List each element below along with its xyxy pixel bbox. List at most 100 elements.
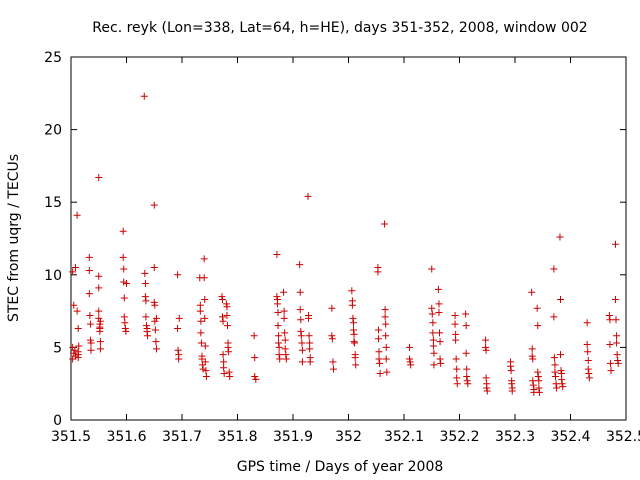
data-point <box>86 320 94 328</box>
data-point <box>350 338 358 346</box>
data-point <box>375 348 383 356</box>
data-point <box>559 383 567 391</box>
data-point <box>151 301 159 309</box>
data-point <box>224 322 232 330</box>
data-point <box>482 374 490 382</box>
data-point <box>552 380 560 388</box>
data-point <box>429 342 437 350</box>
data-point <box>382 343 390 351</box>
data-point <box>584 365 592 373</box>
data-point <box>583 340 591 348</box>
data-point <box>275 332 283 340</box>
data-point <box>122 327 130 335</box>
data-point <box>151 326 159 334</box>
data-point <box>376 359 384 367</box>
data-point <box>528 288 536 296</box>
data-point <box>452 336 460 344</box>
data-point <box>557 367 565 375</box>
data-point <box>86 311 94 319</box>
data-point <box>141 280 149 288</box>
data-point <box>96 345 104 353</box>
data-point <box>557 295 565 303</box>
data-point <box>275 351 283 359</box>
data-point <box>351 354 359 362</box>
data-point <box>280 288 288 296</box>
data-point <box>144 332 152 340</box>
data-point <box>95 174 103 182</box>
data-point <box>305 332 313 340</box>
data-point <box>376 370 384 378</box>
data-point <box>534 368 542 376</box>
data-point <box>330 365 338 373</box>
y-axis-label: STEC from uqrg / TECUs <box>6 154 22 322</box>
data-points <box>69 92 622 396</box>
data-point <box>328 332 336 340</box>
data-point <box>508 380 516 388</box>
data-point <box>202 372 210 380</box>
data-point <box>120 294 128 302</box>
data-point <box>174 346 182 354</box>
x-tick-label: 352.1 <box>384 429 424 445</box>
data-point <box>281 345 289 353</box>
data-point <box>71 264 79 272</box>
data-point <box>463 372 471 380</box>
data-point <box>507 362 515 370</box>
data-point <box>200 274 208 282</box>
data-point <box>584 348 592 356</box>
data-point <box>428 304 436 312</box>
data-point <box>119 253 127 261</box>
data-point <box>464 380 472 388</box>
data-point <box>482 343 490 351</box>
data-point <box>453 365 461 373</box>
data-point <box>281 336 289 344</box>
data-point <box>87 346 95 354</box>
data-point <box>96 338 104 346</box>
data-point <box>551 368 559 376</box>
data-point <box>219 313 227 321</box>
data-point <box>296 306 304 314</box>
data-point <box>552 372 560 380</box>
data-point <box>429 329 437 337</box>
data-point <box>462 310 470 318</box>
data-point <box>196 307 204 315</box>
data-point <box>71 346 79 354</box>
data-point <box>119 227 127 235</box>
data-point <box>252 375 260 383</box>
data-point <box>201 295 209 303</box>
data-point <box>297 327 305 335</box>
y-tick-label: 25 <box>44 50 62 66</box>
data-point <box>585 374 593 382</box>
data-point <box>275 339 283 347</box>
data-point <box>508 387 516 395</box>
y-tick-label: 10 <box>44 268 62 284</box>
data-point <box>550 265 558 273</box>
data-point <box>375 355 383 363</box>
data-point <box>550 313 558 321</box>
data-point <box>251 354 259 362</box>
data-point <box>224 343 232 351</box>
data-point <box>483 387 491 395</box>
data-point <box>151 317 159 325</box>
data-point <box>95 284 103 292</box>
data-point <box>75 342 83 350</box>
data-point <box>197 317 205 325</box>
x-tick-label: 352.4 <box>550 429 590 445</box>
data-point <box>225 368 233 376</box>
data-point <box>175 355 183 363</box>
data-point <box>120 265 128 273</box>
data-point <box>142 297 150 305</box>
y-tick-label: 20 <box>44 123 62 139</box>
data-point <box>175 314 183 322</box>
data-point <box>150 201 158 209</box>
data-point <box>223 303 231 311</box>
data-point <box>121 325 129 333</box>
x-tick-label: 352.3 <box>495 429 535 445</box>
data-point <box>328 304 336 312</box>
data-point <box>298 358 306 366</box>
data-point <box>558 380 566 388</box>
data-point <box>273 300 281 308</box>
data-point <box>220 370 228 378</box>
data-point <box>349 319 357 327</box>
data-point <box>121 319 129 327</box>
data-point <box>430 349 438 357</box>
